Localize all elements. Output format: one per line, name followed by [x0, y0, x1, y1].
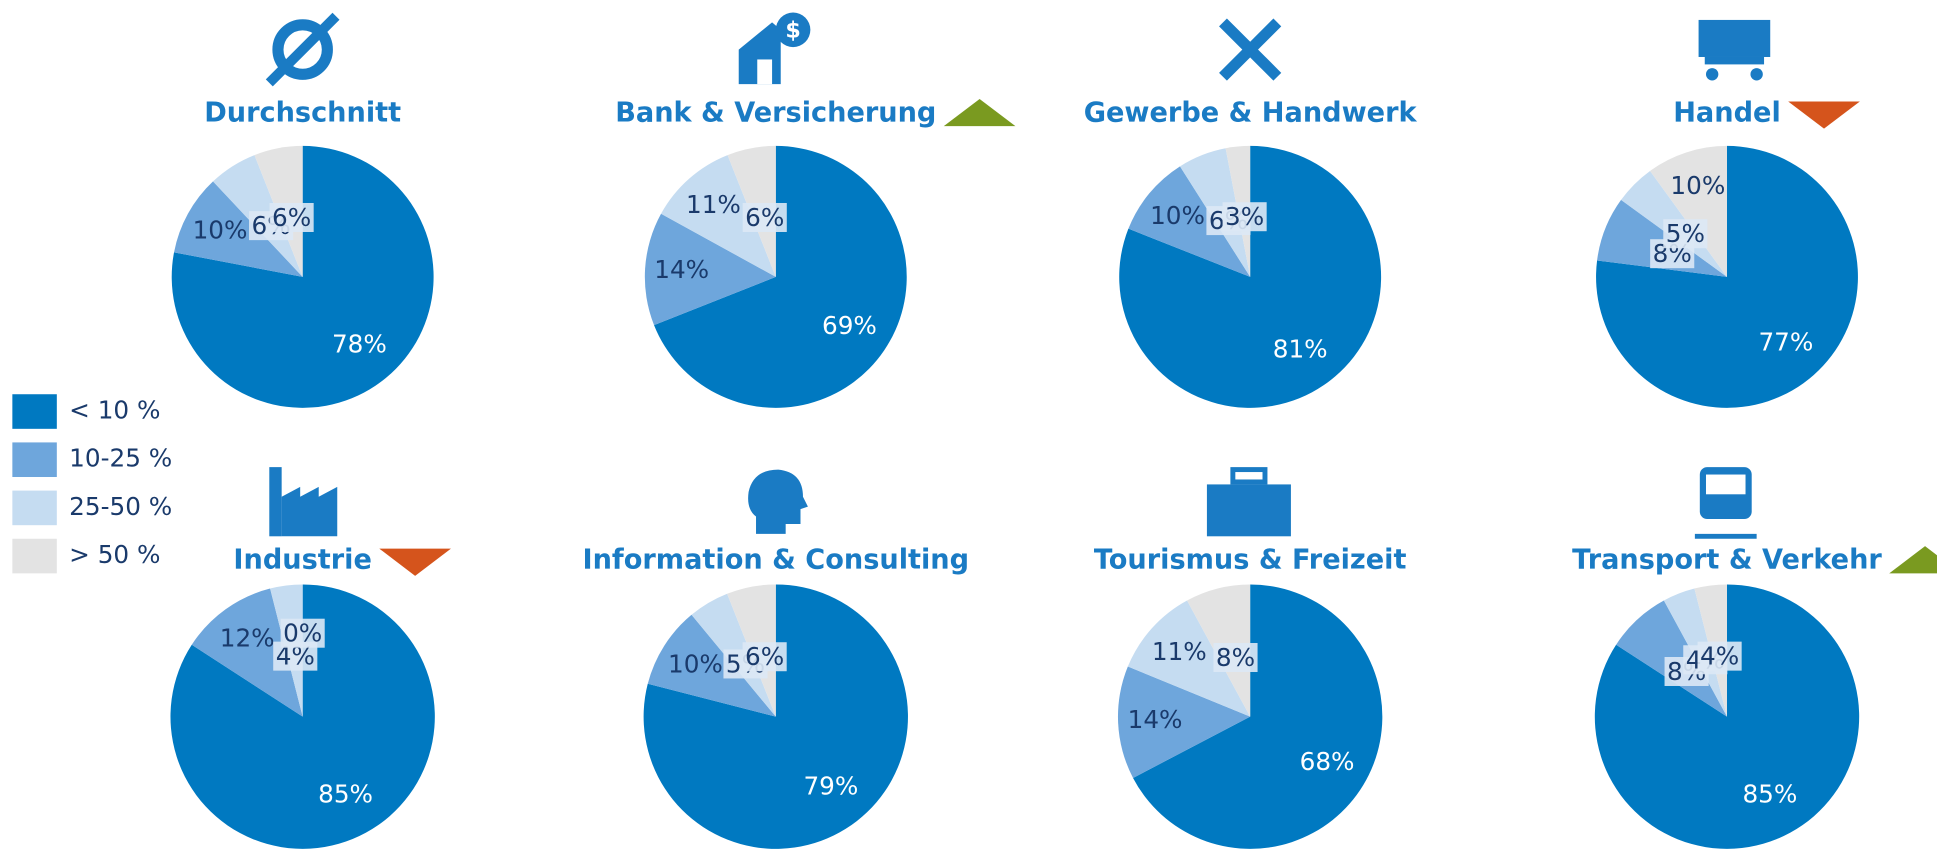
- pie-slice: [1133, 584, 1383, 849]
- pie-slice: [647, 614, 776, 717]
- pie-slice: [1117, 666, 1251, 778]
- label-box: [1663, 219, 1708, 249]
- chart-title: Transport & Verkehr: [1572, 545, 1882, 576]
- pie-slice: [1127, 600, 1251, 717]
- label-box: [1213, 643, 1258, 673]
- icon-average: [265, 12, 340, 87]
- icons: $: [265, 12, 1771, 539]
- pie-slice: [1650, 145, 1727, 277]
- data-label: 81%: [1273, 335, 1328, 364]
- trend-arrow: [379, 548, 451, 576]
- data-label: 79%: [803, 772, 858, 801]
- pie-slice: [171, 145, 434, 408]
- legend-label: 10-25 %: [69, 444, 172, 473]
- icon-bank: $: [738, 12, 811, 85]
- chart-title: Gewerbe & Handwerk: [1084, 97, 1418, 128]
- chart-title: Information & Consulting: [582, 545, 969, 576]
- data-label: 4%: [1700, 642, 1739, 671]
- icon-tools: [1219, 18, 1282, 81]
- trend-arrow: [943, 98, 1016, 127]
- pie-slice: [661, 155, 776, 277]
- trend-arrow: [1889, 546, 1937, 574]
- label-box: [269, 202, 314, 232]
- data-label: 85%: [318, 780, 373, 809]
- data-label: 10%: [1670, 171, 1725, 200]
- icon-suitcase: [1206, 467, 1291, 537]
- pie-slice: [170, 584, 435, 849]
- data-label: 68%: [1300, 747, 1355, 776]
- chart-title: Durchschnitt: [204, 97, 401, 128]
- data-label: 0%: [283, 619, 322, 648]
- pie-slice: [1596, 145, 1858, 408]
- trend-arrow: [1788, 101, 1860, 129]
- pie-slice: [654, 145, 907, 408]
- pie-slice: [1594, 584, 1860, 849]
- icon-factory: [269, 467, 338, 537]
- icon-cart: [1698, 19, 1771, 81]
- data-label: 78%: [332, 329, 387, 358]
- data-label: 3%: [1225, 202, 1264, 231]
- data-label: 77%: [1758, 328, 1813, 357]
- data-label: 85%: [1742, 780, 1797, 809]
- data-label: 11%: [1152, 637, 1207, 666]
- legend-swatch: [12, 490, 57, 526]
- chart-title: Bank & Versicherung: [615, 97, 936, 128]
- legend-swatch: [12, 538, 57, 574]
- legend-swatch: [12, 442, 57, 478]
- legend-label: > 50 %: [69, 540, 160, 569]
- legend-swatch: [12, 394, 57, 429]
- data-label: 69%: [822, 311, 877, 340]
- legend-label: 25-50 %: [69, 492, 172, 521]
- data-label: 11%: [686, 190, 741, 219]
- data-label: 6%: [745, 203, 784, 232]
- pie-slice: [1119, 145, 1382, 408]
- pie-slice: [644, 213, 776, 326]
- chart-title: Industrie: [233, 545, 371, 576]
- icon-head: [748, 469, 808, 534]
- label-box: [742, 202, 787, 232]
- pie-slice: [191, 588, 303, 717]
- data-label: 6%: [745, 642, 784, 671]
- label-box: [1697, 641, 1742, 671]
- label-box: [742, 642, 787, 672]
- pie-slice: [1128, 166, 1251, 277]
- data-label: 10%: [1150, 201, 1205, 230]
- svg-text:$: $: [785, 18, 800, 44]
- chart-title: Handel: [1673, 97, 1781, 128]
- data-label: 12%: [220, 623, 275, 652]
- pie-slice: [643, 584, 908, 849]
- data-label: 6%: [272, 203, 311, 232]
- data-label: 5%: [1666, 219, 1705, 248]
- pie-slice: [1597, 199, 1727, 277]
- legend-label: < 10 %: [69, 396, 160, 425]
- data-label: 10%: [193, 215, 248, 244]
- icon-train: [1694, 467, 1757, 539]
- chart-title: Tourismus & Freizeit: [1094, 545, 1407, 576]
- data-label: 8%: [1216, 643, 1255, 672]
- label-box: [280, 618, 325, 648]
- pie-slice: [174, 181, 303, 277]
- data-label: 14%: [1128, 705, 1183, 734]
- label-box: [1222, 202, 1267, 232]
- data-label: 14%: [654, 255, 709, 284]
- data-label: 10%: [668, 650, 723, 679]
